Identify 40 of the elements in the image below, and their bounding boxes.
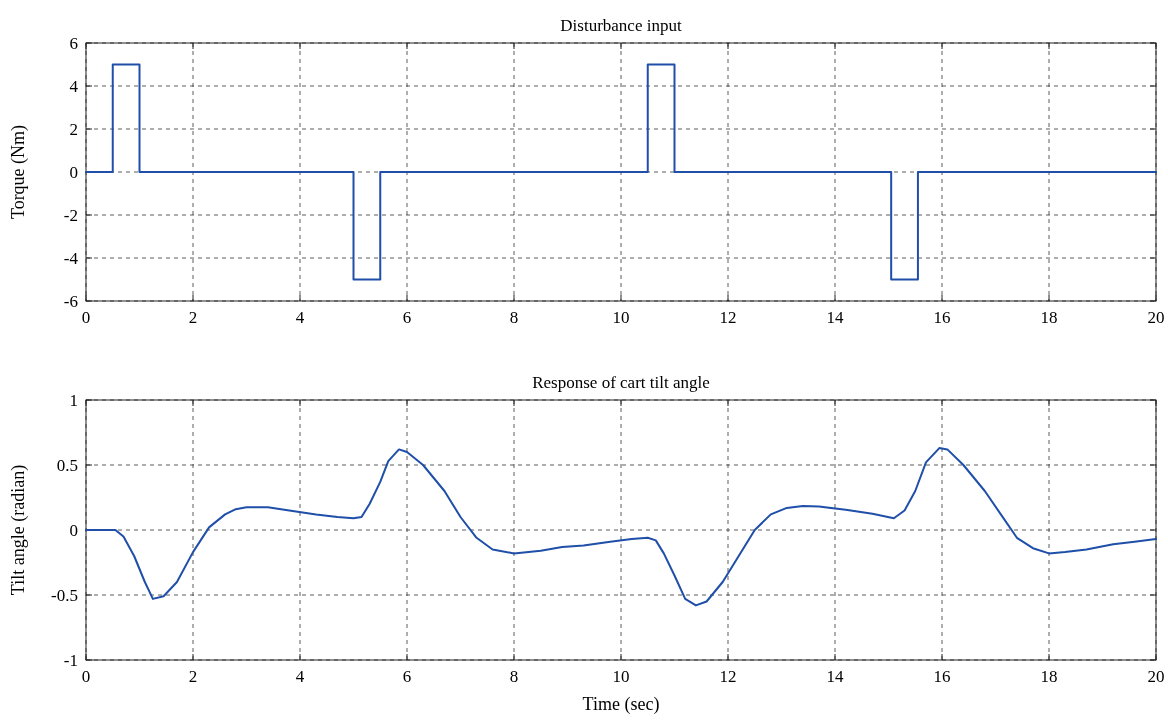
x-tick-label: 4	[295, 667, 305, 686]
line-series	[85, 447, 1157, 607]
y-tick-label: 2	[69, 120, 78, 139]
x-axis-title: Time (sec)	[582, 694, 660, 715]
y-tick-label: 4	[69, 77, 79, 96]
x-tick-label: 16	[933, 667, 951, 686]
x-tick-label: 14	[826, 667, 844, 686]
x-tick-label: 10	[612, 308, 630, 327]
y-tick-label: 6	[69, 34, 78, 53]
x-tick-label: 12	[719, 667, 737, 686]
x-tick-label: 8	[509, 308, 519, 327]
x-tick-label: 2	[188, 667, 198, 686]
y-tick-label: 1	[69, 391, 78, 410]
x-tick-label: 4	[295, 308, 305, 327]
x-tick-label: 14	[826, 308, 844, 327]
x-tick-label: 0	[81, 667, 91, 686]
x-tick-label: 6	[402, 308, 412, 327]
y-tick-label: -2	[63, 206, 78, 225]
y-tick-label: -4	[63, 249, 79, 268]
y-tick-label: -0.5	[51, 586, 78, 605]
x-tick-label: 8	[509, 667, 519, 686]
x-tick-label: 10	[612, 667, 630, 686]
x-tick-label: 6	[402, 667, 412, 686]
y-tick-label: -6	[63, 292, 78, 311]
x-tick-label: 12	[719, 308, 737, 327]
y-axis-title: Tilt angle (radian)	[8, 464, 29, 596]
y-tick-label: 0	[69, 163, 78, 182]
y-tick-label: -1	[63, 651, 78, 670]
x-tick-label: 0	[81, 308, 91, 327]
chart-title: Disturbance input	[560, 16, 682, 35]
y-tick-label: 0.5	[56, 456, 78, 475]
x-tick-label: 18	[1040, 308, 1058, 327]
x-tick-label: 16	[933, 308, 951, 327]
chart-title: Response of cart tilt angle	[532, 373, 710, 392]
x-tick-label: 18	[1040, 667, 1058, 686]
x-tick-label: 20	[1147, 308, 1165, 327]
y-tick-label: 0	[69, 521, 78, 540]
x-tick-label: 2	[188, 308, 198, 327]
x-tick-label: 20	[1147, 667, 1165, 686]
y-axis-title: Torque (Nm)	[8, 124, 29, 220]
